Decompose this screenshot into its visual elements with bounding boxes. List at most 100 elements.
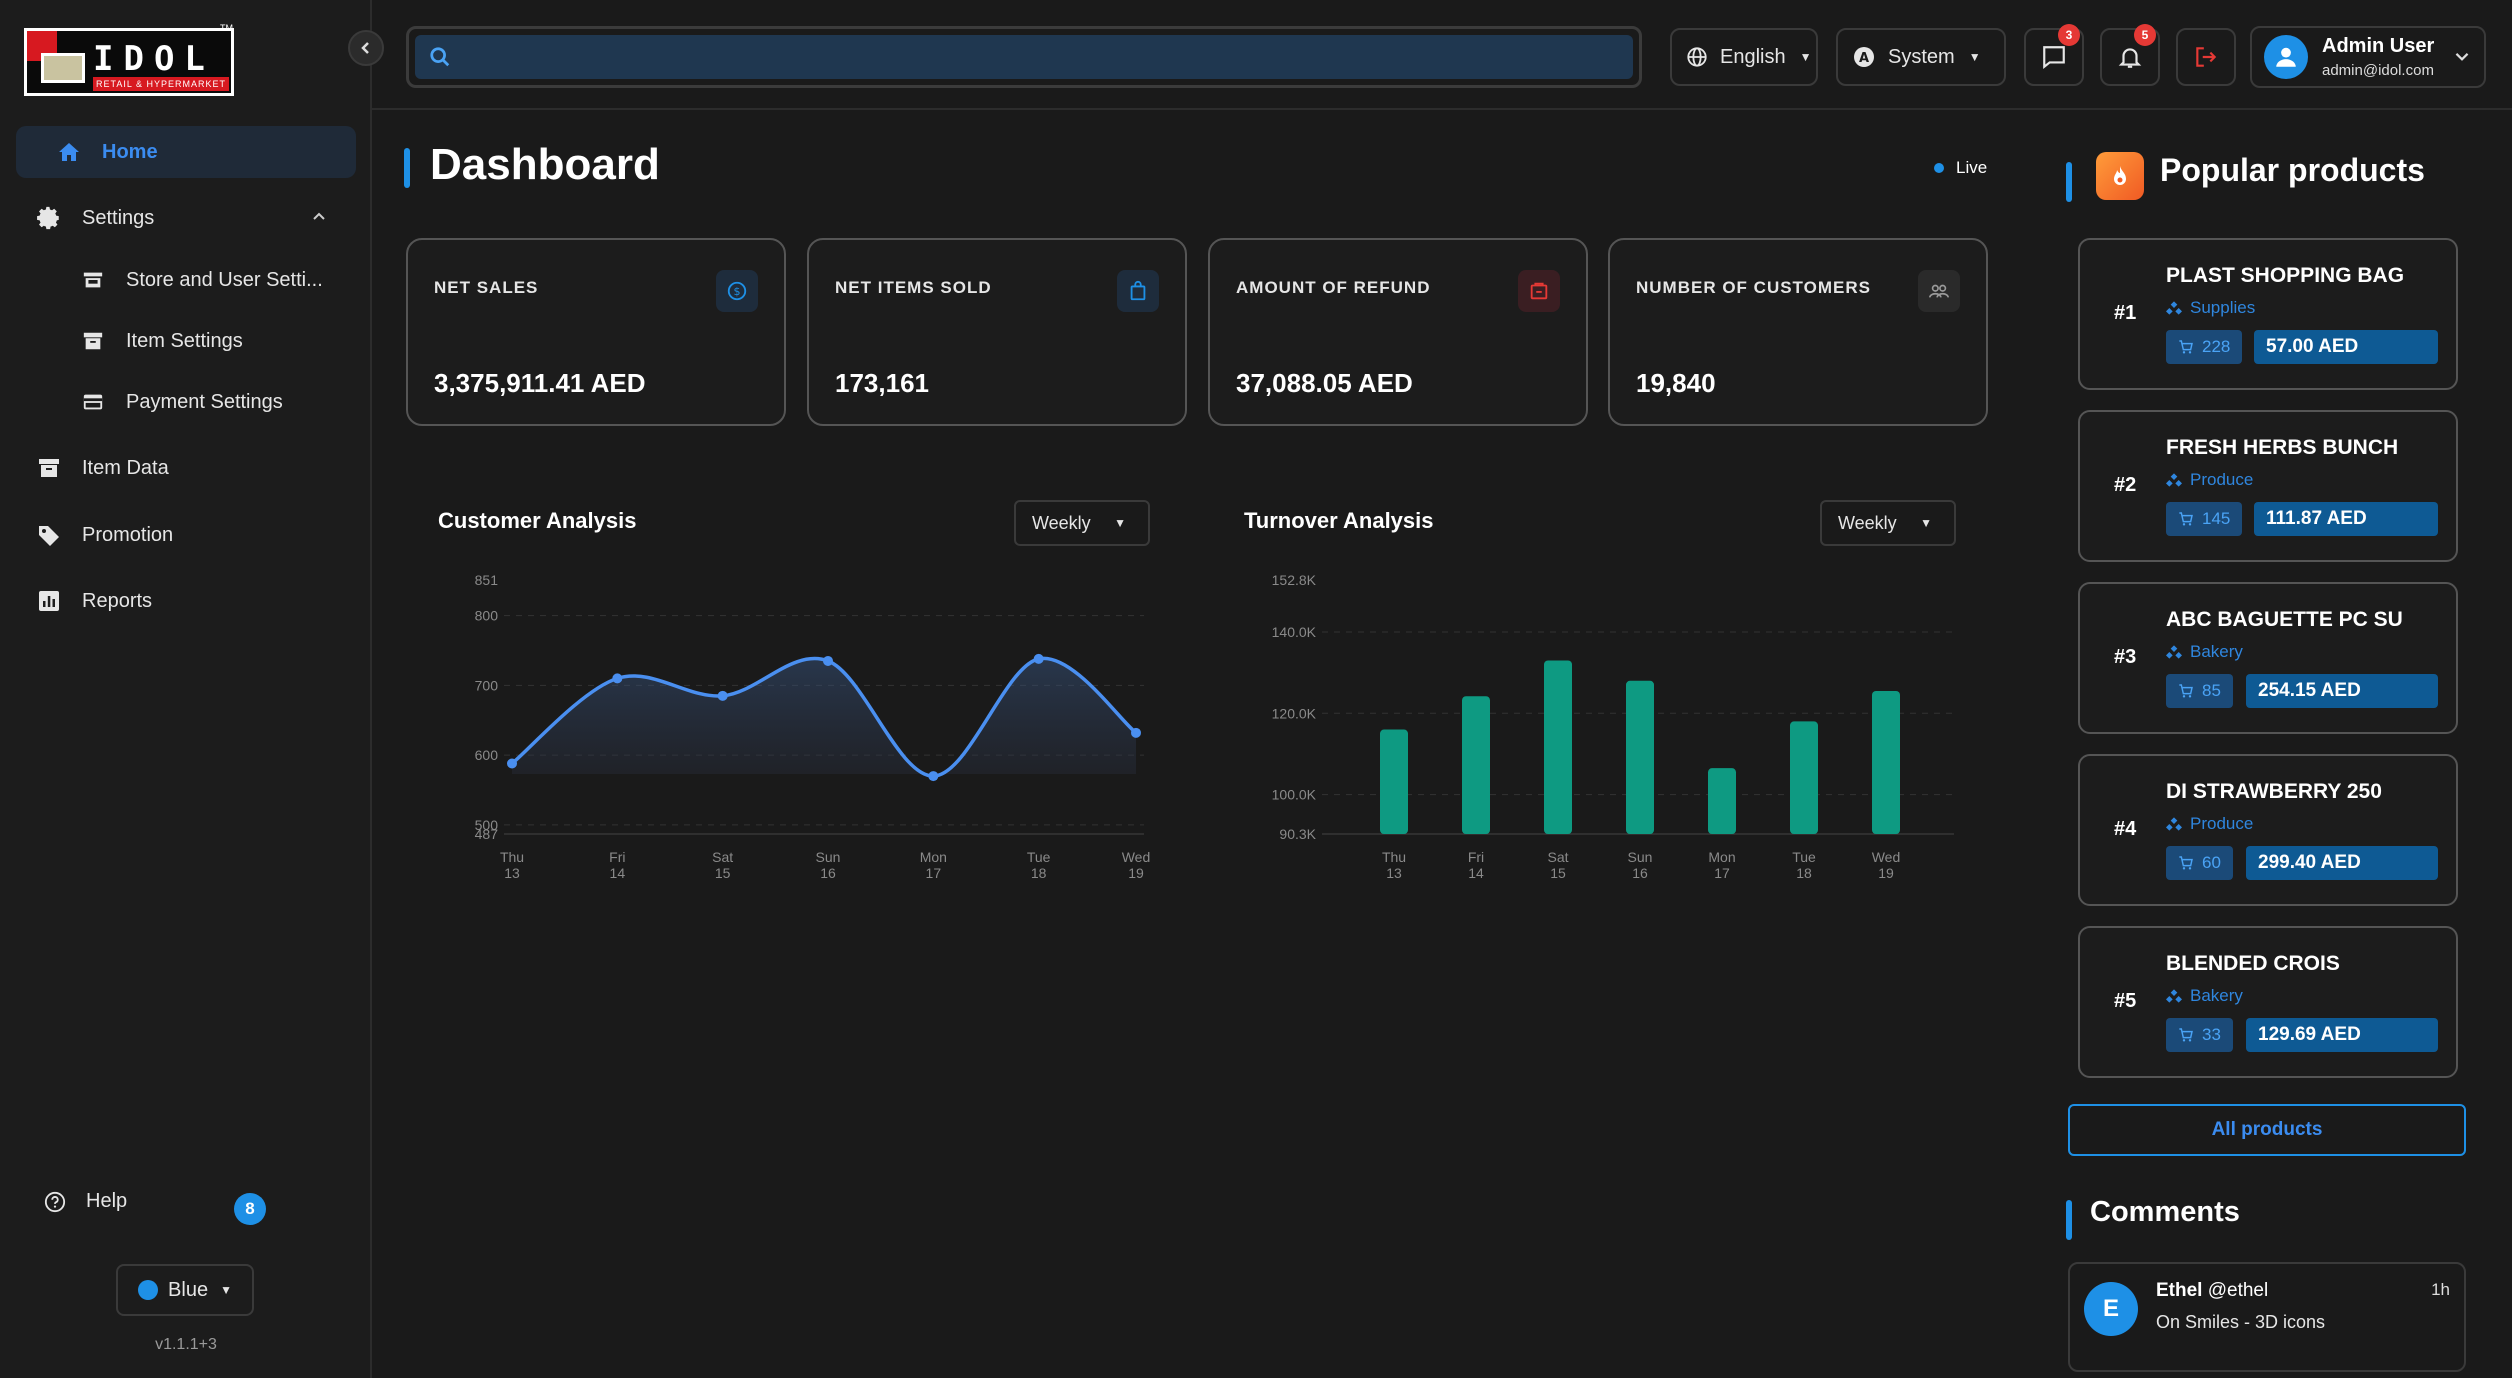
color-swatch: [138, 1280, 159, 1300]
sidebar-item-payment-settings[interactable]: Payment Settings: [16, 376, 356, 428]
data-point: [823, 655, 833, 666]
language-label: English: [1720, 45, 1786, 68]
sidebar-item-item-settings[interactable]: Item Settings: [16, 315, 356, 367]
x-tick-sublabel: 13: [504, 865, 520, 881]
data-point: [1033, 653, 1044, 664]
search-input[interactable]: [463, 45, 1563, 69]
product-price: 299.40 AED: [2246, 846, 2438, 880]
period-label: Weekly: [1838, 512, 1897, 533]
sidebar-item-home[interactable]: Home: [16, 126, 356, 178]
turnover-period-select[interactable]: Weekly ▼: [1820, 500, 1956, 546]
product-qty: 33: [2202, 1025, 2221, 1044]
x-tick-sublabel: 14: [1468, 865, 1484, 881]
product-card[interactable]: #2 FRESH HERBS BUNCH Produce 145 111.87 AED: [2078, 410, 2458, 562]
sidebar-item-promotion[interactable]: Promotion: [16, 509, 356, 561]
area-fill: [512, 658, 1136, 777]
notifications-button[interactable]: 5: [2100, 24, 2160, 86]
stat-card-number-of-customers: NUMBER OF CUSTOMERS 19,840: [1608, 238, 1988, 426]
product-card[interactable]: #3 ABC BAGUETTE PC SU Bakery 85 254.15 AED: [2078, 582, 2458, 734]
x-tick-sublabel: 18: [1796, 865, 1812, 881]
y-tick-label: 500: [475, 817, 499, 833]
theme-mode-label: System: [1888, 45, 1955, 68]
theme-color-select[interactable]: Blue ▼: [116, 1264, 254, 1316]
caret-down-icon: ▼: [1799, 50, 1812, 64]
product-name: ABC BAGUETTE PC SU: [2166, 608, 2403, 631]
product-rank: #5: [2114, 990, 2137, 1012]
sidebar-item-item-data[interactable]: Item Data: [16, 442, 356, 494]
x-tick-sublabel: 13: [1386, 865, 1402, 881]
stat-label: NET SALES: [434, 278, 539, 297]
data-point: [612, 673, 623, 684]
x-tick-label: Tue: [1027, 849, 1051, 865]
stat-value: 37,088.05 AED: [1236, 368, 1413, 398]
live-label: Live: [1956, 158, 1988, 177]
comment-item[interactable]: E Ethel @ethel On Smiles - 3D icons 1h: [2068, 1262, 2466, 1372]
users-icon: [1918, 270, 1960, 312]
comment-avatar: E: [2084, 1282, 2138, 1336]
x-tick-sublabel: 19: [1128, 865, 1144, 881]
product-rank: #2: [2114, 474, 2137, 496]
live-indicator: Live: [1934, 158, 1987, 178]
y-tick-label: 487: [475, 826, 499, 842]
category-icon: [2166, 473, 2182, 487]
sidebar-item-settings[interactable]: Settings: [16, 192, 356, 244]
x-tick-label: Sat: [1547, 849, 1568, 865]
product-card[interactable]: #4 DI STRAWBERRY 250 Produce 60 299.40 AED: [2078, 754, 2458, 906]
svg-text:$: $: [734, 285, 741, 298]
stat-card-amount-of-refund: AMOUNT OF REFUND 37,088.05 AED: [1208, 238, 1588, 426]
product-name: DI STRAWBERRY 250: [2166, 780, 2382, 803]
x-tick-label: Sat: [712, 849, 733, 865]
product-price: 57.00 AED: [2254, 330, 2438, 364]
y-tick-label: 152.8K: [1272, 572, 1317, 588]
chevron-up-icon: [310, 208, 328, 232]
bar: [1380, 729, 1408, 834]
search-icon: [430, 47, 450, 67]
category-icon: [2166, 989, 2182, 1003]
y-tick-label: 851: [475, 572, 499, 588]
x-tick-label: Fri: [609, 849, 625, 865]
product-price: 111.87 AED: [2254, 502, 2438, 536]
theme-mode-select[interactable]: A System ▼: [1836, 28, 2006, 86]
sidebar-collapse-button[interactable]: [348, 30, 384, 66]
search-bar: [406, 26, 1642, 88]
logo-text: IDOL: [93, 39, 215, 79]
sidebar-item-reports[interactable]: Reports: [16, 575, 356, 627]
stat-value: 19,840: [1636, 368, 1716, 398]
sidebar-item-store-user-settings[interactable]: Store and User Setti...: [16, 254, 356, 306]
all-products-button[interactable]: All products: [2068, 1104, 2466, 1156]
dollar-icon: $: [716, 270, 758, 312]
product-card[interactable]: #5 BLENDED CROIS Bakery 33 129.69 AED: [2078, 926, 2458, 1078]
product-category-label: Bakery: [2190, 642, 2243, 661]
cart-icon: [2179, 684, 2193, 698]
x-tick-label: Wed: [1122, 849, 1151, 865]
messages-button[interactable]: 3: [2024, 24, 2084, 86]
bar: [1708, 768, 1736, 834]
product-qty-badge: 145: [2166, 502, 2243, 536]
product-card[interactable]: #1 PLAST SHOPPING BAG Supplies 228 57.00 AED: [2078, 238, 2458, 390]
comment-author-handle: @ethel: [2207, 1280, 2269, 1301]
popular-products-title: Popular products: [2066, 152, 2425, 202]
user-menu[interactable]: Admin User admin@idol.com: [2250, 26, 2486, 88]
x-tick-label: Mon: [920, 849, 947, 865]
product-rank: #4: [2114, 818, 2137, 840]
language-select[interactable]: English ▼: [1670, 28, 1818, 86]
home-icon: [56, 139, 82, 165]
y-tick-label: 600: [475, 747, 499, 763]
logout-button[interactable]: [2176, 28, 2236, 86]
logo-trademark: TM: [220, 23, 233, 33]
tag-icon: [36, 522, 62, 548]
sidebar-item-label: Item Settings: [126, 329, 243, 352]
customer-period-select[interactable]: Weekly ▼: [1014, 500, 1150, 546]
product-qty-badge: 33: [2166, 1018, 2233, 1052]
turnover-analysis-card: Turnover Analysis Weekly ▼ 152.8K 140.0K 1…: [1212, 486, 1982, 996]
stat-label: AMOUNT OF REFUND: [1236, 278, 1431, 297]
help-link[interactable]: Help: [44, 1190, 127, 1213]
product-qty-badge: 85: [2166, 674, 2233, 708]
theme-color-label: Blue: [168, 1278, 209, 1301]
comment-author: Ethel @ethel: [2156, 1280, 2268, 1302]
category-icon: [2166, 645, 2182, 659]
product-category: Bakery: [2166, 642, 2243, 662]
brand-logo[interactable]: IDOL RETAIL & HYPERMARKET TM: [24, 23, 234, 98]
x-tick-sublabel: 17: [1714, 865, 1730, 881]
